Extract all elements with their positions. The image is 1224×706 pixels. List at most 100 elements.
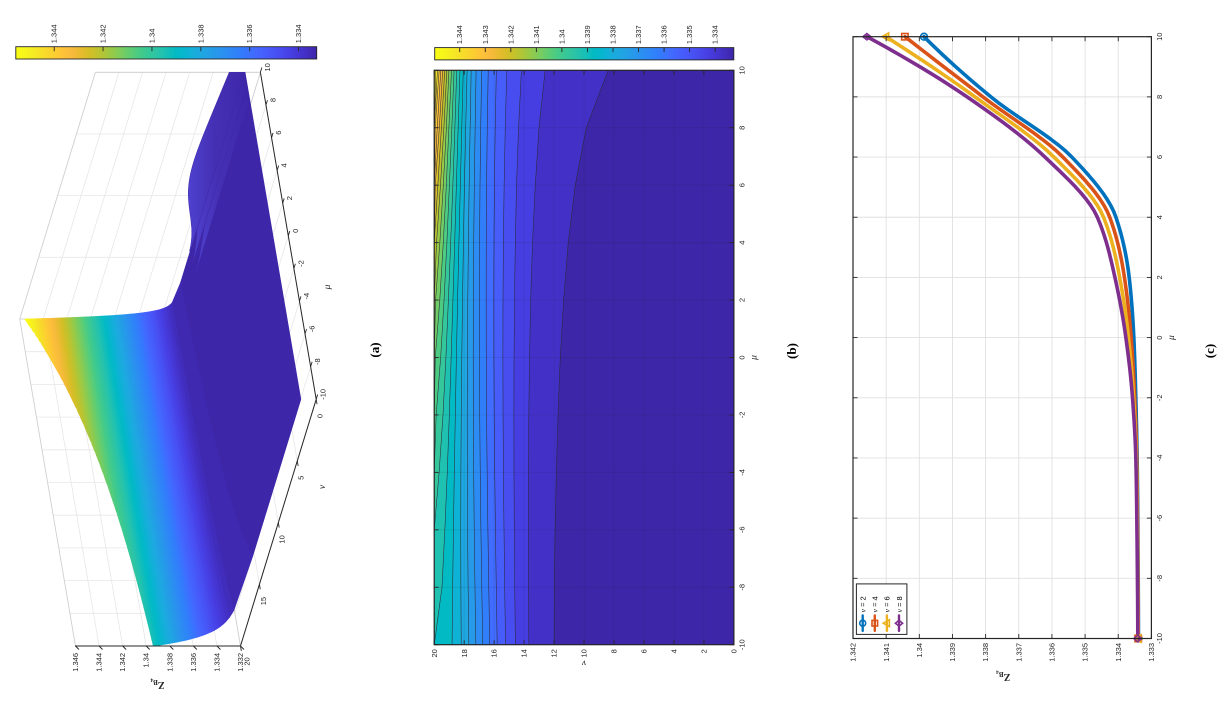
svg-text:1.338: 1.338 (196, 24, 205, 43)
svg-text:= 2: = 2 (859, 596, 868, 607)
svg-text:1.344: 1.344 (50, 24, 59, 43)
svg-text:6: 6 (1155, 155, 1164, 159)
svg-text:6: 6 (640, 649, 649, 653)
svg-text:ν: ν (871, 608, 880, 612)
svg-text:-2: -2 (1155, 394, 1164, 401)
svg-text:0: 0 (291, 229, 300, 233)
svg-text:ν: ν (895, 608, 904, 612)
svg-text:1.338: 1.338 (165, 653, 174, 672)
svg-text:1.343: 1.343 (481, 25, 490, 44)
svg-text:4: 4 (737, 241, 746, 245)
svg-text:-10: -10 (1155, 633, 1164, 644)
svg-text:4: 4 (280, 163, 289, 167)
svg-text:0: 0 (1155, 336, 1164, 340)
svg-text:0: 0 (730, 649, 739, 653)
svg-text:1.344: 1.344 (455, 25, 464, 44)
svg-text:μ: μ (1167, 335, 1177, 341)
svg-text:1.342: 1.342 (99, 24, 108, 43)
svg-text:1.34: 1.34 (557, 29, 566, 44)
svg-text:10: 10 (737, 66, 746, 74)
svg-text:1.335: 1.335 (685, 25, 694, 44)
svg-text:ν: ν (859, 608, 868, 612)
svg-text:-8: -8 (313, 358, 322, 365)
svg-text:8: 8 (737, 126, 746, 130)
svg-text:1.342: 1.342 (118, 653, 127, 672)
svg-text:= 6: = 6 (883, 596, 892, 607)
svg-text:2: 2 (1155, 275, 1164, 279)
svg-text:4: 4 (670, 649, 679, 653)
svg-text:-2: -2 (296, 260, 305, 267)
svg-text:= 8: = 8 (895, 596, 904, 607)
svg-text:8: 8 (268, 98, 277, 102)
svg-text:ν: ν (883, 608, 892, 612)
svg-text:(a): (a) (367, 342, 382, 357)
svg-text:μ: μ (749, 355, 759, 361)
svg-text:-10: -10 (737, 639, 746, 650)
svg-text:-4: -4 (1155, 455, 1164, 462)
svg-text:1.34: 1.34 (915, 643, 924, 658)
svg-text:6: 6 (274, 131, 283, 135)
svg-text:10: 10 (1155, 33, 1164, 41)
svg-text:1.334: 1.334 (294, 24, 303, 43)
svg-text:14: 14 (520, 649, 529, 657)
svg-text:ZB4: ZB4 (150, 677, 164, 691)
svg-text:18: 18 (460, 649, 469, 657)
svg-text:10: 10 (278, 535, 287, 543)
svg-text:1.342: 1.342 (849, 643, 858, 662)
svg-text:1.34: 1.34 (147, 29, 156, 44)
svg-text:-8: -8 (737, 584, 746, 591)
svg-text:20: 20 (243, 657, 252, 665)
svg-text:8: 8 (610, 649, 619, 653)
svg-text:1.334: 1.334 (1114, 643, 1123, 662)
svg-text:1.336: 1.336 (189, 653, 198, 672)
svg-text:1.335: 1.335 (1081, 643, 1090, 662)
svg-text:15: 15 (259, 597, 268, 605)
svg-text:1.334: 1.334 (711, 25, 720, 44)
svg-text:1.338: 1.338 (608, 25, 617, 44)
svg-text:-4: -4 (737, 469, 746, 476)
svg-text:1.339: 1.339 (948, 643, 957, 662)
svg-text:20: 20 (430, 649, 439, 657)
svg-text:0: 0 (316, 414, 325, 418)
svg-text:1.333: 1.333 (1147, 643, 1156, 662)
svg-text:8: 8 (1155, 95, 1164, 99)
svg-text:-8: -8 (1155, 575, 1164, 582)
svg-text:2: 2 (700, 649, 709, 653)
svg-text:1.332: 1.332 (236, 653, 245, 672)
svg-text:1.336: 1.336 (1048, 643, 1057, 662)
svg-text:4: 4 (1155, 215, 1164, 219)
svg-text:1.34: 1.34 (142, 653, 151, 668)
svg-text:1.338: 1.338 (981, 643, 990, 662)
svg-text:(c): (c) (1202, 344, 1217, 358)
svg-text:1.334: 1.334 (212, 653, 221, 672)
svg-text:ν: ν (318, 484, 328, 489)
svg-text:ν: ν (581, 658, 586, 668)
svg-text:1.341: 1.341 (532, 25, 541, 44)
svg-text:μ: μ (323, 284, 333, 290)
svg-text:2: 2 (285, 196, 294, 200)
svg-text:-6: -6 (737, 526, 746, 533)
svg-text:1.346: 1.346 (71, 653, 80, 672)
svg-text:-10: -10 (319, 389, 328, 400)
svg-text:12: 12 (550, 649, 559, 657)
svg-text:10: 10 (263, 63, 272, 71)
svg-text:-6: -6 (308, 326, 317, 333)
svg-text:-4: -4 (302, 293, 311, 300)
svg-text:-6: -6 (1155, 515, 1164, 522)
svg-text:1.341: 1.341 (882, 643, 891, 662)
svg-text:0: 0 (737, 355, 746, 359)
svg-text:1.336: 1.336 (660, 25, 669, 44)
svg-text:1.336: 1.336 (245, 24, 254, 43)
svg-text:1.337: 1.337 (634, 25, 643, 44)
svg-text:2: 2 (737, 298, 746, 302)
svg-text:6: 6 (737, 183, 746, 187)
svg-text:5: 5 (297, 476, 306, 480)
svg-text:1.342: 1.342 (506, 25, 515, 44)
svg-text:= 4: = 4 (871, 596, 880, 607)
svg-text:-2: -2 (737, 412, 746, 419)
svg-text:ZB4: ZB4 (996, 669, 1010, 683)
svg-text:(b): (b) (784, 343, 799, 359)
svg-text:1.337: 1.337 (1014, 643, 1023, 662)
svg-text:10: 10 (580, 649, 589, 657)
svg-text:16: 16 (490, 649, 499, 657)
